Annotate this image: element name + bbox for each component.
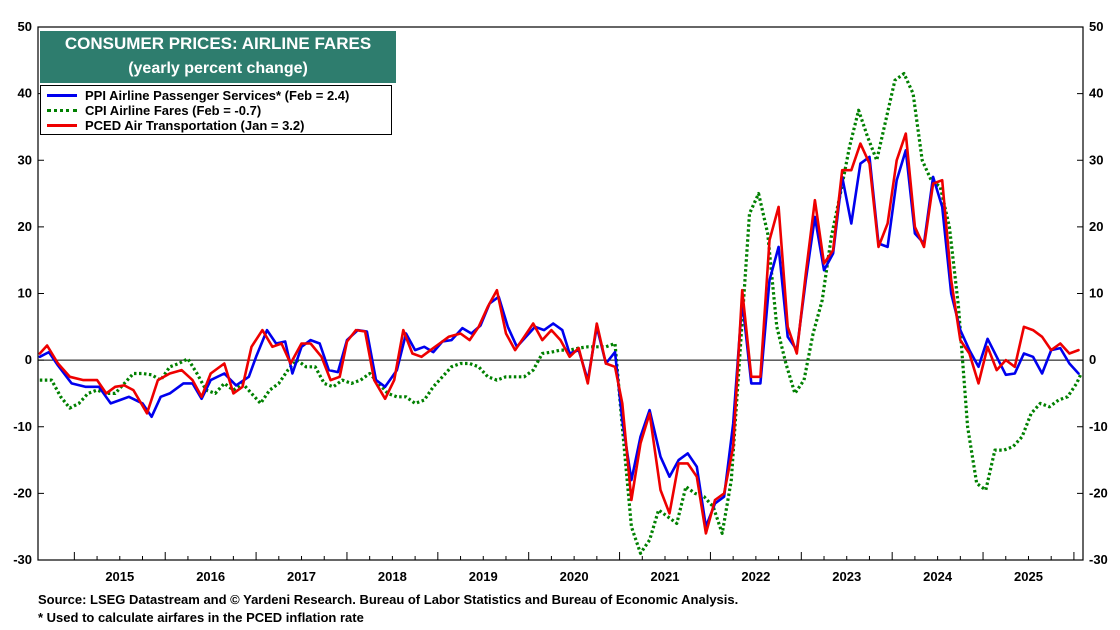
- y-tick-label-left: 30: [18, 152, 32, 167]
- legend-entry-ppi: PPI Airline Passenger Services* (Feb = 2…: [47, 88, 385, 103]
- x-tick-label: 2018: [378, 569, 407, 584]
- source-note: Source: LSEG Datastream and © Yardeni Re…: [38, 592, 739, 607]
- y-tick-label-left: 0: [25, 352, 32, 367]
- y-tick-label-right: -20: [1089, 485, 1108, 500]
- legend-entry-pced: PCED Air Transportation (Jan = 3.2): [47, 118, 385, 133]
- y-tick-label-left: -20: [13, 485, 32, 500]
- x-tick-label: 2016: [196, 569, 225, 584]
- y-tick-label-right: 10: [1089, 286, 1103, 301]
- y-tick-label-left: 10: [18, 286, 32, 301]
- y-tick-label-right: 0: [1089, 352, 1096, 367]
- x-tick-label: 2025: [1014, 569, 1043, 584]
- y-tick-label-right: 50: [1089, 19, 1103, 34]
- y-tick-label-right: 40: [1089, 86, 1103, 101]
- y-tick-label-right: -30: [1089, 552, 1108, 567]
- y-tick-label-left: 50: [18, 19, 32, 34]
- y-tick-label-right: 20: [1089, 219, 1103, 234]
- y-tick-label-right: 30: [1089, 152, 1103, 167]
- x-tick-label: 2023: [832, 569, 861, 584]
- x-tick-label: 2015: [105, 569, 134, 584]
- legend-swatch-ppi: [47, 94, 77, 97]
- legend-swatch-cpi: [47, 109, 77, 112]
- series-line-cpi: [39, 72, 1083, 555]
- x-tick-label: 2024: [923, 569, 953, 584]
- y-tick-label-left: 20: [18, 219, 32, 234]
- x-tick-label: 2017: [287, 569, 316, 584]
- footnote: * Used to calculate airfares in the PCED…: [38, 610, 364, 625]
- y-tick-label-left: -10: [13, 419, 32, 434]
- chart-title-box: CONSUMER PRICES: AIRLINE FARES (yearly p…: [40, 31, 396, 83]
- x-tick-label: 2020: [560, 569, 589, 584]
- legend-label-cpi: CPI Airline Fares (Feb = -0.7): [85, 103, 262, 118]
- x-tick-label: 2022: [741, 569, 770, 584]
- legend-label-ppi: PPI Airline Passenger Services* (Feb = 2…: [85, 88, 350, 103]
- x-tick-label: 2019: [469, 569, 498, 584]
- legend: PPI Airline Passenger Services* (Feb = 2…: [40, 85, 392, 135]
- legend-swatch-pced: [47, 124, 77, 127]
- series-line-pced: [38, 132, 1080, 535]
- y-tick-label-left: 40: [18, 86, 32, 101]
- legend-label-pced: PCED Air Transportation (Jan = 3.2): [85, 118, 305, 133]
- x-tick-label: 2021: [651, 569, 680, 584]
- y-tick-label-right: -10: [1089, 419, 1108, 434]
- chart-title: CONSUMER PRICES: AIRLINE FARES: [64, 34, 372, 53]
- chart-subtitle: (yearly percent change): [128, 60, 308, 77]
- legend-entry-cpi: CPI Airline Fares (Feb = -0.7): [47, 103, 385, 118]
- y-tick-label-left: -30: [13, 552, 32, 567]
